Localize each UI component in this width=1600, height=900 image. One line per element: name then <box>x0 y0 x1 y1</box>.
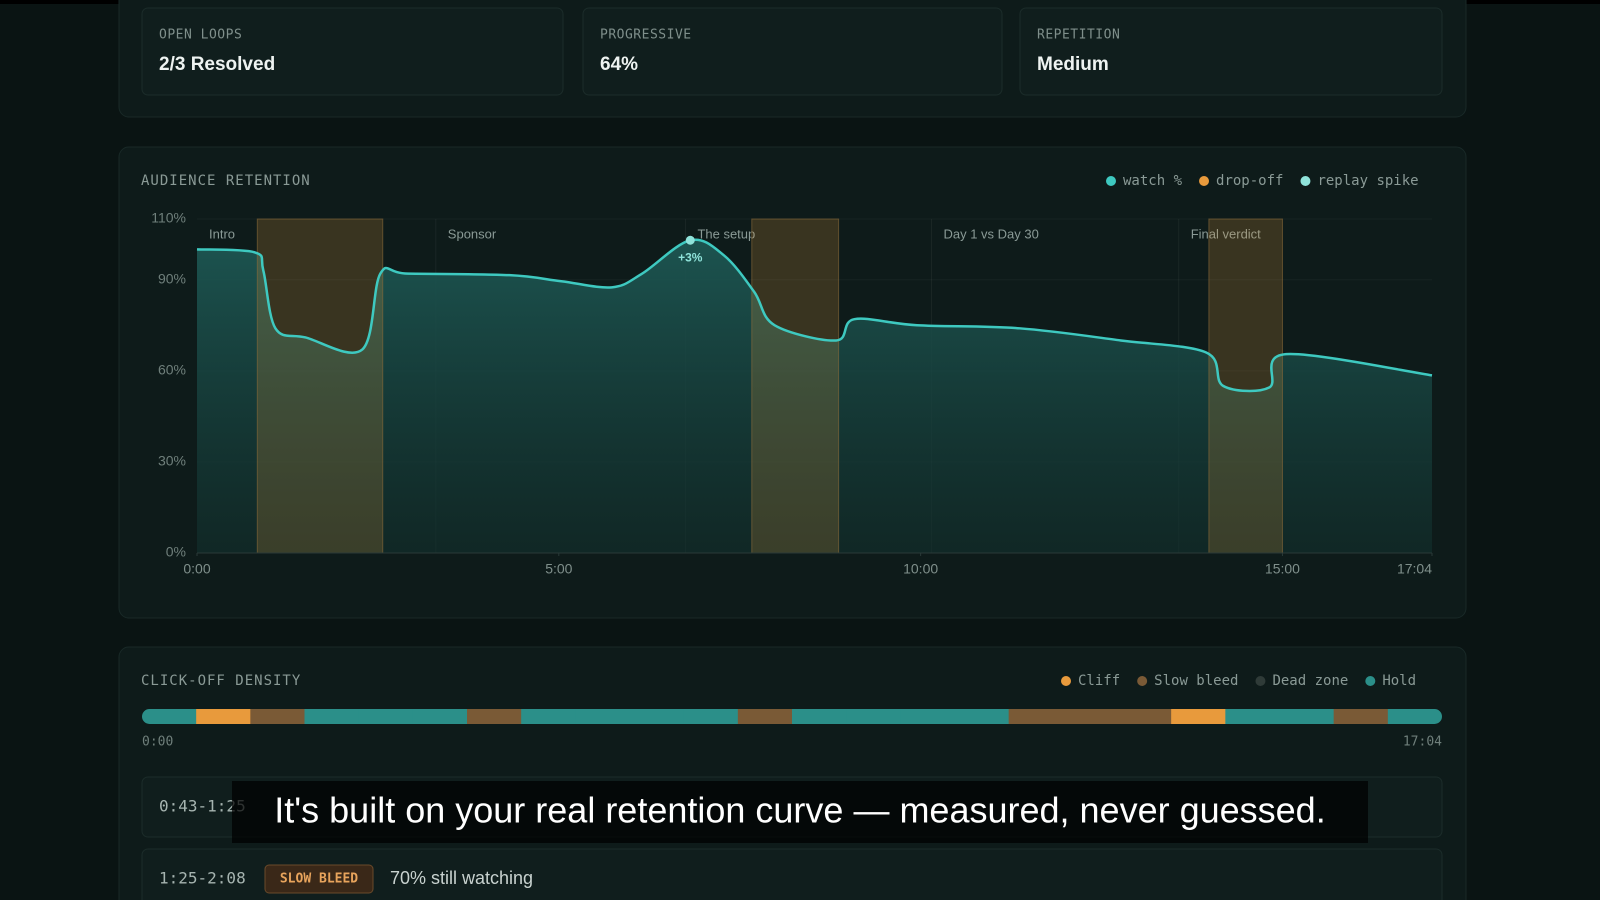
density-bucket <box>1387 709 1442 724</box>
segment-time: 0:43-1:25 <box>159 797 246 816</box>
metric-card <box>141 7 564 96</box>
density-bucket <box>792 709 847 724</box>
subtitle-box <box>232 781 1368 843</box>
metric-card <box>1019 7 1443 96</box>
density-bucket <box>1333 709 1389 724</box>
y-tick-label: 30% <box>158 453 186 469</box>
density-bucket <box>142 709 197 724</box>
retention-area <box>197 239 1432 553</box>
segment-badge <box>264 864 374 894</box>
density-bucket <box>196 709 251 724</box>
y-tick-label: 110% <box>151 210 186 226</box>
metric-value: 64% <box>600 54 638 75</box>
density-bucket <box>358 709 414 724</box>
density-bucket <box>846 709 901 724</box>
x-tick-label: 17:04 <box>1397 561 1432 577</box>
legend-label: replay spike <box>1317 173 1418 189</box>
section-label: Sponsor <box>448 226 497 241</box>
y-tick-label: 0% <box>166 544 186 560</box>
density-bucket <box>467 709 522 724</box>
retention-line <box>196 238 1433 393</box>
legend-dot <box>1300 176 1311 186</box>
segment-row <box>141 848 1443 900</box>
section-label: The setup <box>697 226 755 241</box>
density-strip <box>142 709 1442 724</box>
x-tick-label: 5:00 <box>545 561 572 577</box>
segment-text: 70% still watching <box>390 868 533 888</box>
segment-time: 1:25-2:08 <box>159 869 246 888</box>
density-bucket <box>737 709 793 724</box>
density-bucket <box>683 709 739 724</box>
section-label: Intro <box>209 226 235 241</box>
legend-label: drop-off <box>1216 173 1283 189</box>
density-bucket <box>1117 709 1172 724</box>
metric-value: 2/3 Resolved <box>159 54 275 75</box>
drop-off-band <box>256 218 384 554</box>
replay-spike-label: +3% <box>678 250 703 264</box>
legend-label: Hold <box>1382 673 1416 689</box>
strip-end-label: 17:04 <box>1403 735 1442 750</box>
x-tick-label: 0:00 <box>183 561 210 577</box>
legend-dot <box>1061 676 1071 686</box>
x-tick-label: 10:00 <box>903 561 938 577</box>
density-bucket <box>250 709 305 724</box>
density-bucket <box>1008 709 1064 724</box>
y-tick-label: 90% <box>158 270 186 286</box>
density-bucket <box>521 709 576 724</box>
density-bucket <box>900 709 955 724</box>
metric-label: PROGRESSIVE <box>600 28 692 43</box>
density-bucket <box>629 709 685 724</box>
replay-spike <box>685 235 695 245</box>
legend-dot <box>1365 676 1376 686</box>
density-bucket <box>1171 709 1226 724</box>
density-bucket <box>1225 709 1280 724</box>
density-bucket <box>1279 709 1335 724</box>
legend-dot <box>1137 676 1148 686</box>
drop-off-band <box>751 218 840 554</box>
chart-title: AUDIENCE RETENTION <box>141 173 311 189</box>
subtitle: It's built on your real retention curve … <box>274 790 1325 831</box>
metric-label: REPETITION <box>1037 28 1120 43</box>
legend-label: watch % <box>1123 173 1183 189</box>
metric-label: OPEN LOOPS <box>159 28 242 43</box>
legend-label: Cliff <box>1078 673 1120 689</box>
x-tick-label: 15:00 <box>1265 561 1300 577</box>
segment-badge-label: SLOW BLEED <box>280 872 358 887</box>
y-tick-label: 60% <box>158 362 186 378</box>
strip-start-label: 0:00 <box>142 735 173 750</box>
density-bucket <box>575 709 630 724</box>
density-bucket <box>304 709 360 724</box>
legend-label: Dead zone <box>1272 673 1348 689</box>
legend-dot <box>1199 176 1210 186</box>
legend-dot <box>1106 176 1116 186</box>
metric-value: Medium <box>1037 54 1109 75</box>
chart-title: CLICK-OFF DENSITY <box>141 673 301 689</box>
density-bucket <box>1062 709 1118 724</box>
density-bucket <box>954 709 1010 724</box>
metric-card <box>582 7 1003 96</box>
section-label: Day 1 vs Day 30 <box>943 226 1038 241</box>
legend-label: Slow bleed <box>1154 673 1238 689</box>
legend-dot <box>1255 676 1266 686</box>
density-bucket <box>412 709 468 724</box>
section-label: Final verdict <box>1191 226 1261 241</box>
